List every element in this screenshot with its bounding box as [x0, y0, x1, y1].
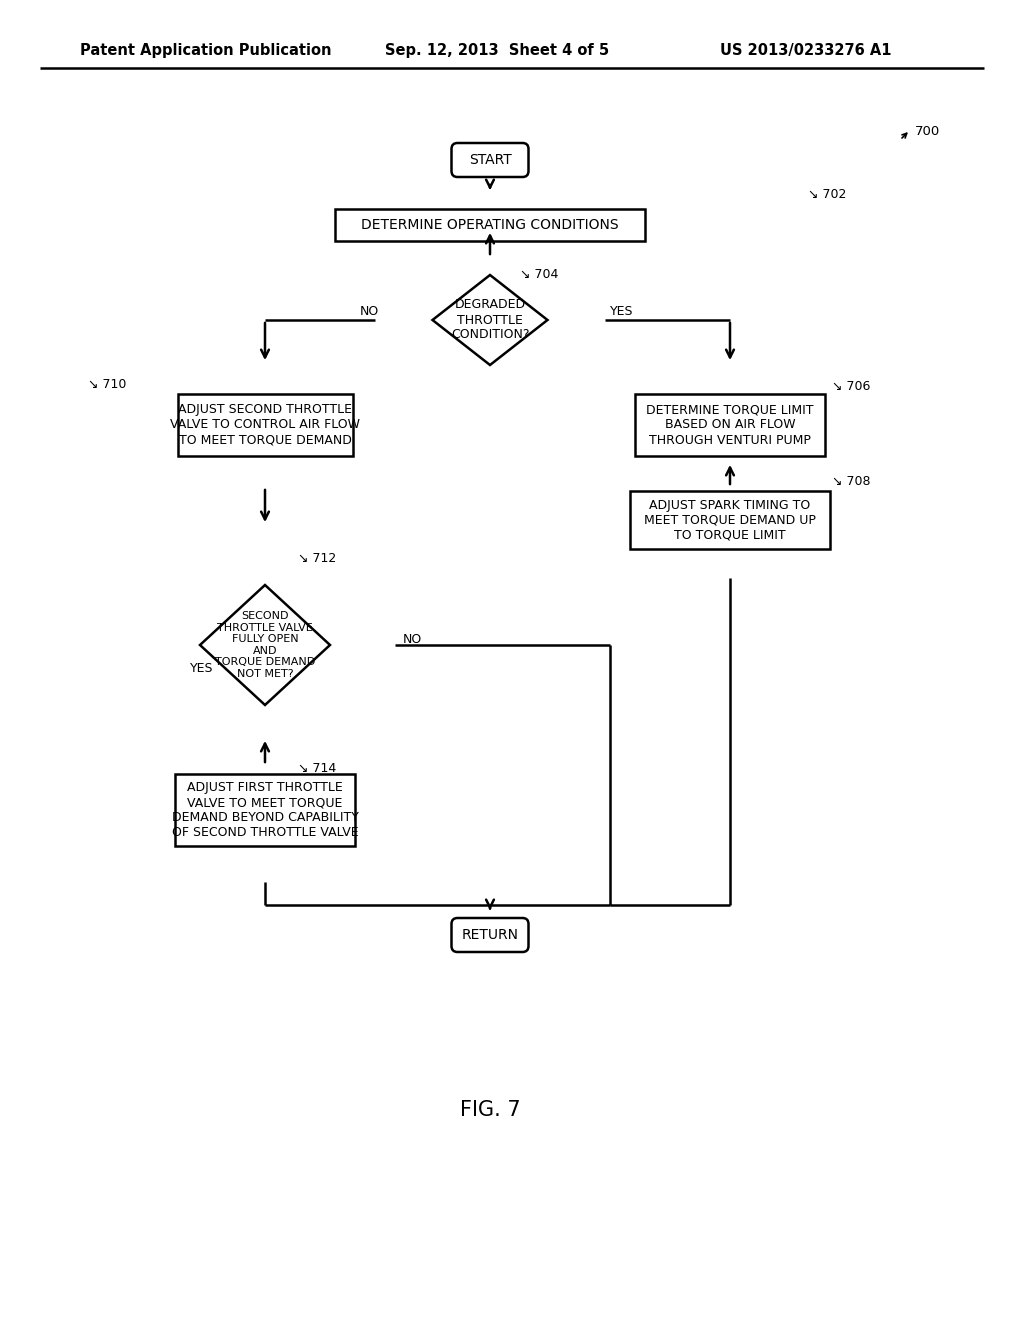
- FancyBboxPatch shape: [452, 143, 528, 177]
- Text: 700: 700: [915, 125, 940, 139]
- FancyBboxPatch shape: [452, 917, 528, 952]
- Text: Patent Application Publication: Patent Application Publication: [80, 42, 332, 58]
- Text: ADJUST SECOND THROTTLE
VALVE TO CONTROL AIR FLOW
TO MEET TORQUE DEMAND: ADJUST SECOND THROTTLE VALVE TO CONTROL …: [170, 404, 360, 446]
- Text: ↘ 712: ↘ 712: [298, 552, 336, 565]
- Text: ADJUST SPARK TIMING TO
MEET TORQUE DEMAND UP
TO TORQUE LIMIT: ADJUST SPARK TIMING TO MEET TORQUE DEMAN…: [644, 499, 816, 541]
- Text: US 2013/0233276 A1: US 2013/0233276 A1: [720, 42, 892, 58]
- Text: YES: YES: [610, 305, 634, 318]
- Text: ↘ 708: ↘ 708: [831, 475, 870, 488]
- Text: ↘ 704: ↘ 704: [520, 268, 558, 281]
- Text: ADJUST FIRST THROTTLE
VALVE TO MEET TORQUE
DEMAND BEYOND CAPABILITY
OF SECOND TH: ADJUST FIRST THROTTLE VALVE TO MEET TORQ…: [172, 781, 358, 840]
- Text: DETERMINE TORQUE LIMIT
BASED ON AIR FLOW
THROUGH VENTURI PUMP: DETERMINE TORQUE LIMIT BASED ON AIR FLOW…: [646, 404, 814, 446]
- Polygon shape: [432, 275, 548, 366]
- Bar: [335, 209, 645, 242]
- Text: ↘ 706: ↘ 706: [831, 380, 870, 393]
- Text: ↘ 714: ↘ 714: [298, 762, 336, 775]
- Text: DETERMINE OPERATING CONDITIONS: DETERMINE OPERATING CONDITIONS: [361, 218, 618, 232]
- Text: SECOND
THROTTLE VALVE
FULLY OPEN
AND
TORQUE DEMAND
NOT MET?: SECOND THROTTLE VALVE FULLY OPEN AND TOR…: [215, 611, 315, 678]
- Bar: [630, 491, 830, 549]
- Text: START: START: [469, 153, 511, 168]
- Text: YES: YES: [190, 663, 213, 675]
- Text: DEGRADED
THROTTLE
CONDITION?: DEGRADED THROTTLE CONDITION?: [451, 298, 529, 342]
- Text: ↘ 702: ↘ 702: [808, 187, 847, 201]
- Bar: [175, 774, 355, 846]
- Text: ↘ 710: ↘ 710: [88, 378, 126, 391]
- Text: NO: NO: [403, 634, 422, 645]
- Text: RETURN: RETURN: [462, 928, 518, 942]
- Text: NO: NO: [360, 305, 379, 318]
- Text: Sep. 12, 2013  Sheet 4 of 5: Sep. 12, 2013 Sheet 4 of 5: [385, 42, 609, 58]
- Text: FIG. 7: FIG. 7: [460, 1100, 520, 1119]
- Polygon shape: [200, 585, 330, 705]
- Bar: [177, 393, 352, 455]
- Bar: [635, 393, 825, 455]
